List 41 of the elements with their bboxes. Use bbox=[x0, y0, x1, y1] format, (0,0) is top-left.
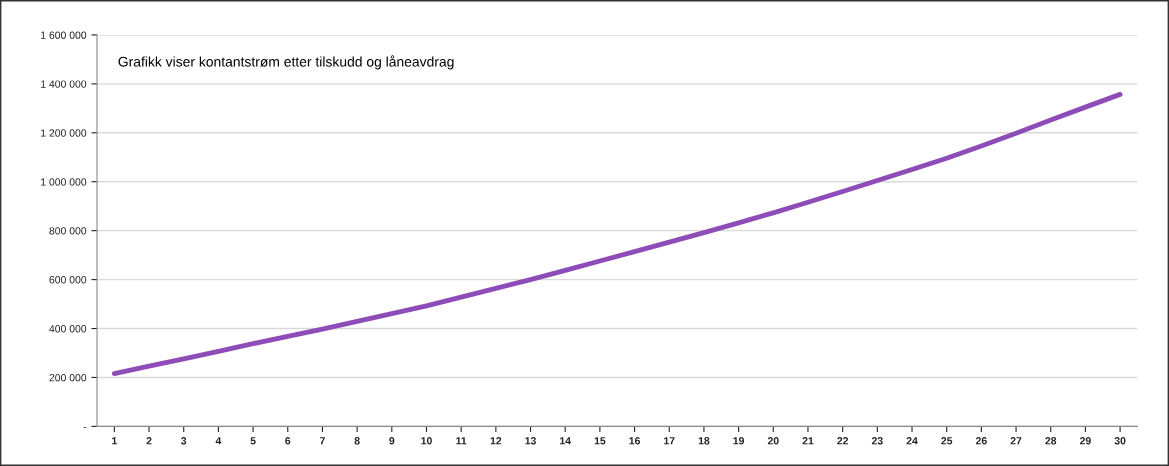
y-tick-label: 600 000 bbox=[49, 276, 87, 284]
x-tick-label: 14 bbox=[560, 437, 571, 445]
x-tick-label: 19 bbox=[733, 437, 745, 445]
x-tick-label: 11 bbox=[456, 437, 467, 445]
x-tick-label: 10 bbox=[421, 437, 432, 445]
x-tick-label: 15 bbox=[594, 437, 606, 445]
y-tick-label: 1 600 000 bbox=[41, 31, 87, 39]
x-tick-label: 5 bbox=[250, 437, 256, 445]
x-tick-label: 16 bbox=[629, 437, 640, 445]
line-series bbox=[111, 91, 1123, 376]
x-tick-label: 29 bbox=[1079, 437, 1091, 445]
x-tick-label: 8 bbox=[354, 437, 360, 445]
text: Grafikk viser kontantstrøm etter tilskudd og låneavdrag bbox=[118, 55, 454, 70]
y-tick-label: 1 200 000 bbox=[41, 129, 87, 137]
x-tick-label: 18 bbox=[698, 437, 710, 445]
x-tick-label: 23 bbox=[871, 437, 883, 445]
x-tick-label: 22 bbox=[837, 437, 849, 445]
y-tick-label: - bbox=[83, 426, 87, 428]
x-tick-label: 9 bbox=[389, 437, 395, 445]
x-tick-label: 17 bbox=[664, 437, 675, 445]
x-tick-label: 30 bbox=[1114, 437, 1126, 445]
y-tick-label: 200 000 bbox=[49, 373, 87, 382]
x-tick-label: 28 bbox=[1045, 437, 1057, 445]
y-tick-label: 1 400 000 bbox=[41, 80, 87, 88]
y-tick-label: 400 000 bbox=[49, 325, 87, 333]
x-tick-label: 1 bbox=[112, 437, 117, 445]
x-tick-label: 4 bbox=[215, 437, 222, 445]
x-tick-label: 26 bbox=[975, 437, 987, 445]
y-tick-label: 1 000 000 bbox=[41, 178, 87, 186]
x-tick-label: 7 bbox=[320, 437, 325, 445]
x-tick-label: 2 bbox=[146, 437, 152, 445]
x-tick-label: 13 bbox=[525, 437, 536, 445]
y-tick-label: 800 000 bbox=[49, 227, 87, 235]
x-tick-label: 27 bbox=[1010, 437, 1022, 445]
x-tick-label: 24 bbox=[906, 437, 918, 445]
x-tick-label: 12 bbox=[490, 437, 502, 445]
x-tick-label: 20 bbox=[767, 437, 779, 445]
x-tick-label: 25 bbox=[941, 437, 953, 445]
x-tick-label: 21 bbox=[802, 437, 814, 445]
x-tick-label: 6 bbox=[285, 437, 291, 445]
x-tick-label: 3 bbox=[181, 437, 187, 445]
